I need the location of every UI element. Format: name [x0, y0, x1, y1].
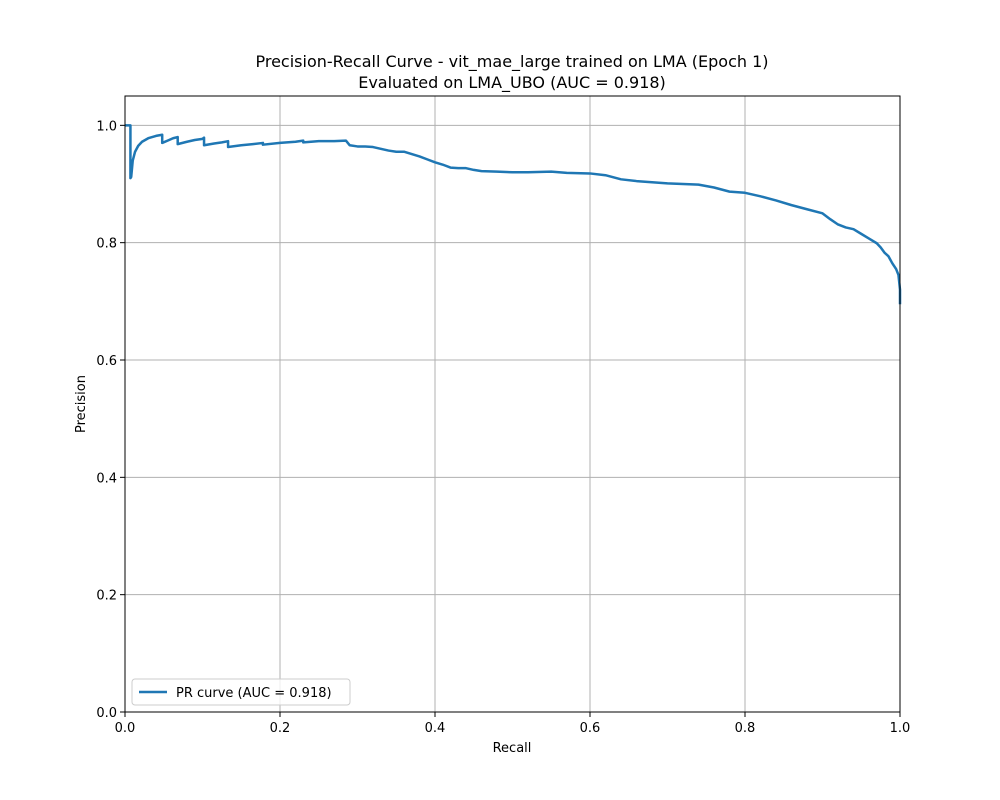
x-tick-label: 0.4 [425, 721, 446, 736]
axis-ticks: 0.0 0.2 0.4 0.6 0.8 1.0 0.0 0.2 0.4 0.6 0.8 1.0 [96, 119, 910, 736]
y-tick-label: 0.6 [96, 354, 117, 369]
x-tick-label: 0.2 [270, 721, 291, 736]
x-tick-label: 0.8 [735, 721, 756, 736]
plot-area-frame [124, 95, 901, 713]
x-axis-label: Recall [493, 741, 532, 756]
legend: PR curve (AUC = 0.918) [131, 678, 351, 706]
x-tick-label: 0.0 [115, 721, 136, 736]
y-axis-label: Precision [74, 375, 89, 433]
legend-box [131, 678, 351, 706]
x-tick-label: 1.0 [890, 721, 911, 736]
y-tick-label: 0.2 [96, 589, 117, 604]
grid [124, 96, 901, 713]
chart-title-line2: Evaluated on LMA_UBO (AUC = 0.918) [358, 73, 666, 93]
y-tick-label: 1.0 [96, 119, 117, 134]
pr-curve-line [125, 124, 902, 305]
chart-title-line1: Precision-Recall Curve - vit_mae_large t… [255, 52, 768, 72]
y-tick-label: 0.0 [96, 706, 117, 721]
legend-label: PR curve (AUC = 0.918) [176, 686, 332, 701]
y-tick-label: 0.4 [96, 471, 117, 486]
y-tick-label: 0.8 [96, 237, 117, 252]
x-tick-label: 0.6 [580, 721, 601, 736]
series-layer [125, 124, 902, 305]
